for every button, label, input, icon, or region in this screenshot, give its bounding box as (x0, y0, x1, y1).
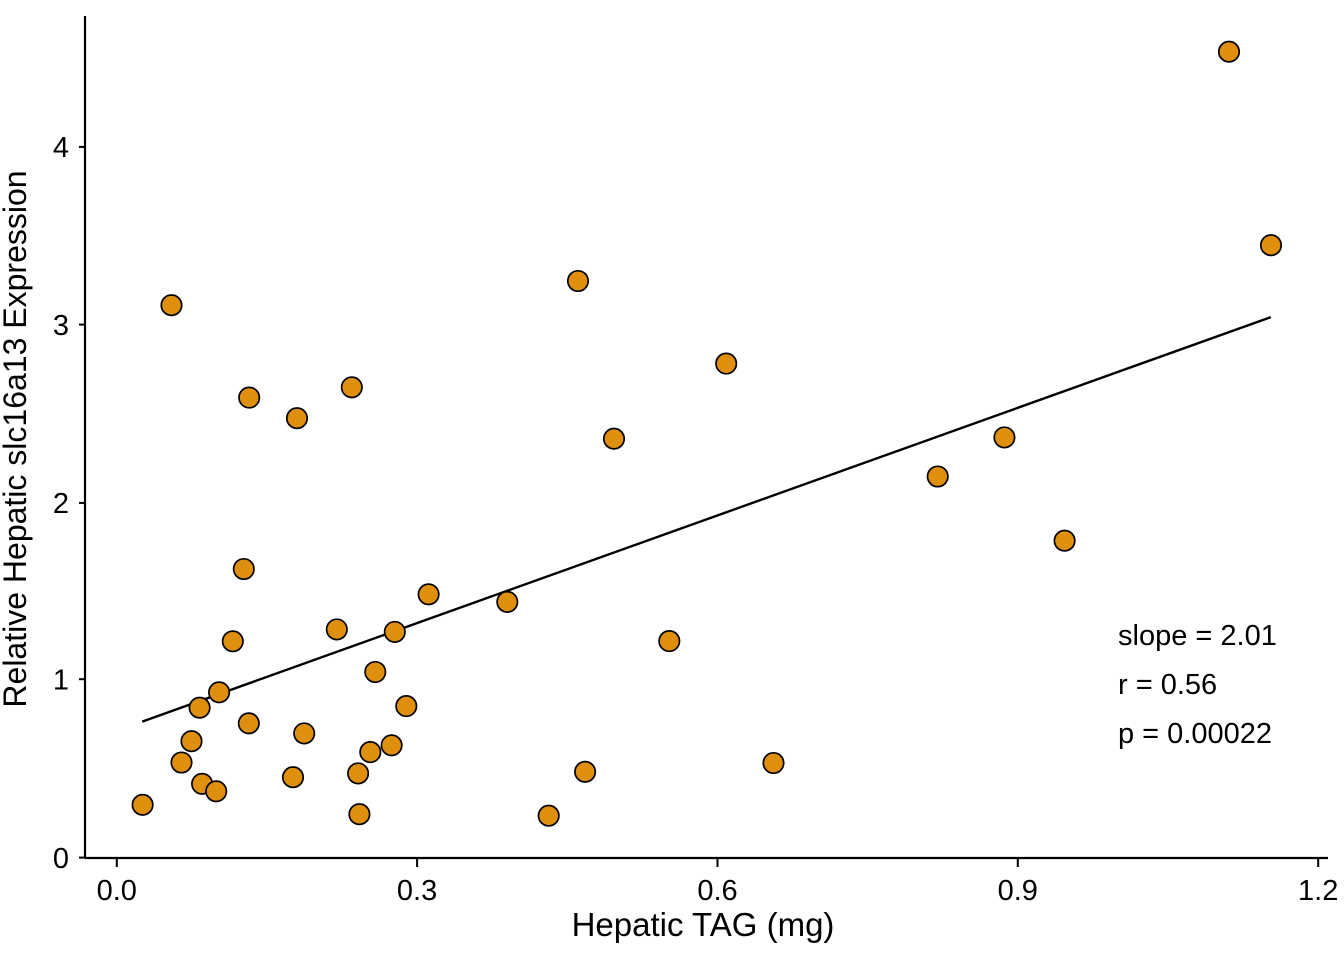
svg-text:0: 0 (53, 843, 69, 875)
svg-text:1: 1 (53, 664, 69, 696)
svg-text:2: 2 (53, 488, 69, 520)
svg-text:Hepatic TAG (mg): Hepatic TAG (mg) (572, 906, 835, 943)
svg-text:4: 4 (53, 132, 69, 164)
svg-text:0.6: 0.6 (697, 875, 737, 907)
svg-text:slope = 2.01: slope = 2.01 (1118, 620, 1277, 652)
svg-text:p = 0.00022: p = 0.00022 (1118, 718, 1272, 750)
svg-text:0.3: 0.3 (397, 875, 437, 907)
svg-text:3: 3 (53, 310, 69, 342)
svg-text:Relative Hepatic slc16a13 Expr: Relative Hepatic slc16a13 Expression (0, 170, 33, 707)
svg-text:1.2: 1.2 (1298, 875, 1338, 907)
svg-text:0.0: 0.0 (97, 875, 137, 907)
svg-text:r = 0.56: r = 0.56 (1118, 669, 1217, 701)
svg-text:0.9: 0.9 (998, 875, 1038, 907)
